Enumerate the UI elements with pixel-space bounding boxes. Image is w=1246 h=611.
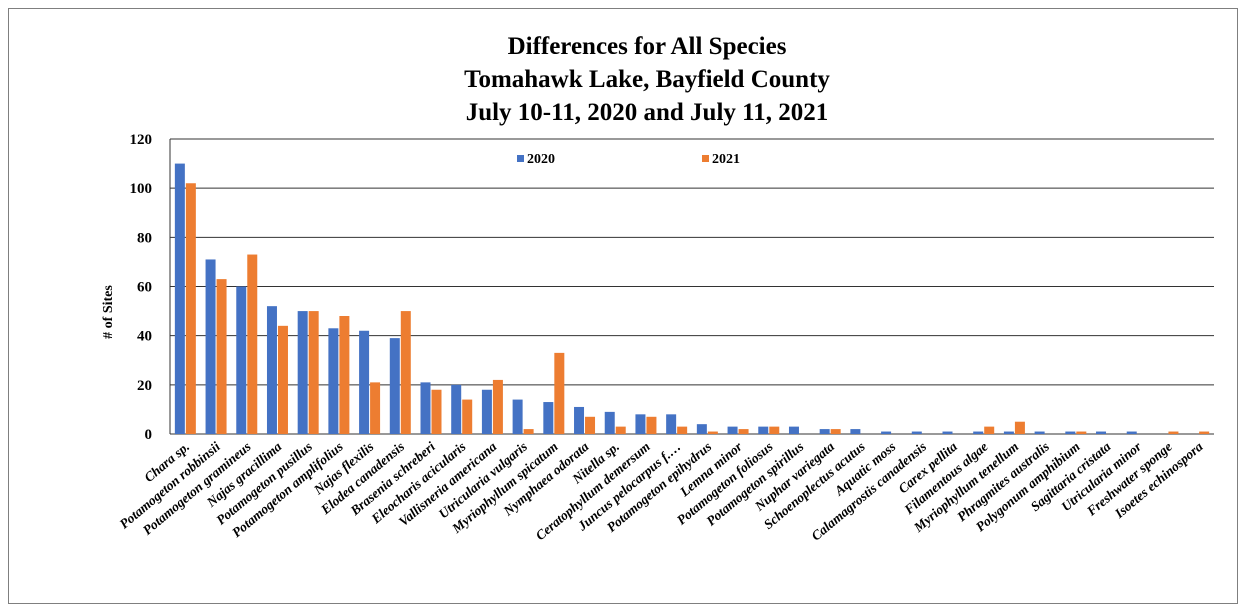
bar-2020 <box>481 389 492 434</box>
bar-2020 <box>236 286 247 434</box>
y-axis-label: # of Sites <box>101 285 116 339</box>
bar-2020 <box>574 406 585 434</box>
bar-2021 <box>677 426 688 434</box>
bar-2020 <box>297 311 308 434</box>
bar-2021 <box>247 254 258 434</box>
bar-2020 <box>850 429 861 434</box>
bar-2020 <box>666 414 677 434</box>
bar-2021 <box>339 316 350 434</box>
bar-2020 <box>512 399 523 434</box>
chart-title-line-1: Differences for All Species <box>508 33 787 60</box>
y-axis-ticks: 0 20 40 60 80 100 120 <box>130 132 153 443</box>
bar-2020 <box>819 429 830 434</box>
bar-2020 <box>1034 431 1045 434</box>
bar-2020 <box>788 426 799 434</box>
bar-2021 <box>308 311 319 434</box>
gridlines <box>169 138 1214 435</box>
bar-2021 <box>523 429 534 434</box>
bar-2020 <box>1065 431 1076 434</box>
bar-2021 <box>769 426 780 434</box>
bar-2020 <box>604 411 615 434</box>
bar-2020 <box>174 163 185 435</box>
bar-chart: Differences for All Species Tomahawk Lak… <box>101 33 1214 544</box>
bars <box>174 163 1210 435</box>
bar-2021 <box>615 426 626 434</box>
bar-2021 <box>1168 431 1179 434</box>
y-tick-label: 100 <box>130 181 153 197</box>
bar-2021 <box>984 426 995 434</box>
y-tick-label: 80 <box>137 230 152 246</box>
bar-2021 <box>462 399 473 434</box>
bar-2020 <box>1096 431 1107 434</box>
bar-2020 <box>696 424 707 434</box>
bar-2021 <box>216 279 227 434</box>
bar-2020 <box>635 414 646 434</box>
y-tick-label: 0 <box>145 427 153 443</box>
bar-2020 <box>911 431 922 434</box>
bar-2020 <box>942 431 953 434</box>
bar-2021 <box>1199 431 1210 434</box>
bar-2021 <box>554 352 565 434</box>
bar-2020 <box>973 431 984 434</box>
bar-2021 <box>370 382 381 434</box>
y-tick-label: 120 <box>130 132 153 148</box>
legend-swatch-2021 <box>702 155 709 162</box>
chart-title-line-2: Tomahawk Lake, Bayfield County <box>464 66 830 93</box>
bar-2020 <box>389 338 400 434</box>
bar-2020 <box>727 426 738 434</box>
bar-2020 <box>881 431 892 434</box>
legend-label-2020: 2020 <box>527 152 555 167</box>
bar-2020 <box>758 426 769 434</box>
y-tick-label: 60 <box>137 280 152 296</box>
x-axis-ticks: Chara sp.Potamogeton robbinsiiPotamogeto… <box>117 438 1206 543</box>
bar-2020 <box>205 259 216 434</box>
y-tick-label: 20 <box>137 378 152 394</box>
bar-2020 <box>359 330 370 434</box>
bar-2021 <box>400 311 411 434</box>
bar-2020 <box>543 402 554 434</box>
bar-2020 <box>328 328 339 434</box>
bar-2021 <box>707 431 718 434</box>
bar-2020 <box>420 382 431 434</box>
bar-2020 <box>451 384 462 434</box>
bar-2020 <box>1126 431 1137 434</box>
bar-2021 <box>431 389 442 434</box>
bar-2021 <box>830 429 841 434</box>
legend-swatch-2020 <box>517 155 524 162</box>
bar-2021 <box>1076 431 1087 434</box>
bar-2021 <box>185 183 196 434</box>
bar-2021 <box>1014 421 1025 434</box>
bar-2020 <box>266 306 277 434</box>
bar-2021 <box>492 379 503 434</box>
y-tick-label: 40 <box>137 329 152 345</box>
bar-2021 <box>585 416 596 434</box>
legend: 2020 2021 <box>517 152 740 167</box>
chart-frame: Differences for All Species Tomahawk Lak… <box>8 8 1238 604</box>
bar-2021 <box>646 416 657 434</box>
chart-title: Differences for All Species Tomahawk Lak… <box>464 33 830 126</box>
bar-2020 <box>1003 431 1014 434</box>
bar-2021 <box>277 325 288 434</box>
bar-2021 <box>738 429 749 434</box>
chart-title-line-3: July 10-11, 2020 and July 11, 2021 <box>466 99 829 126</box>
legend-label-2021: 2021 <box>712 152 740 167</box>
